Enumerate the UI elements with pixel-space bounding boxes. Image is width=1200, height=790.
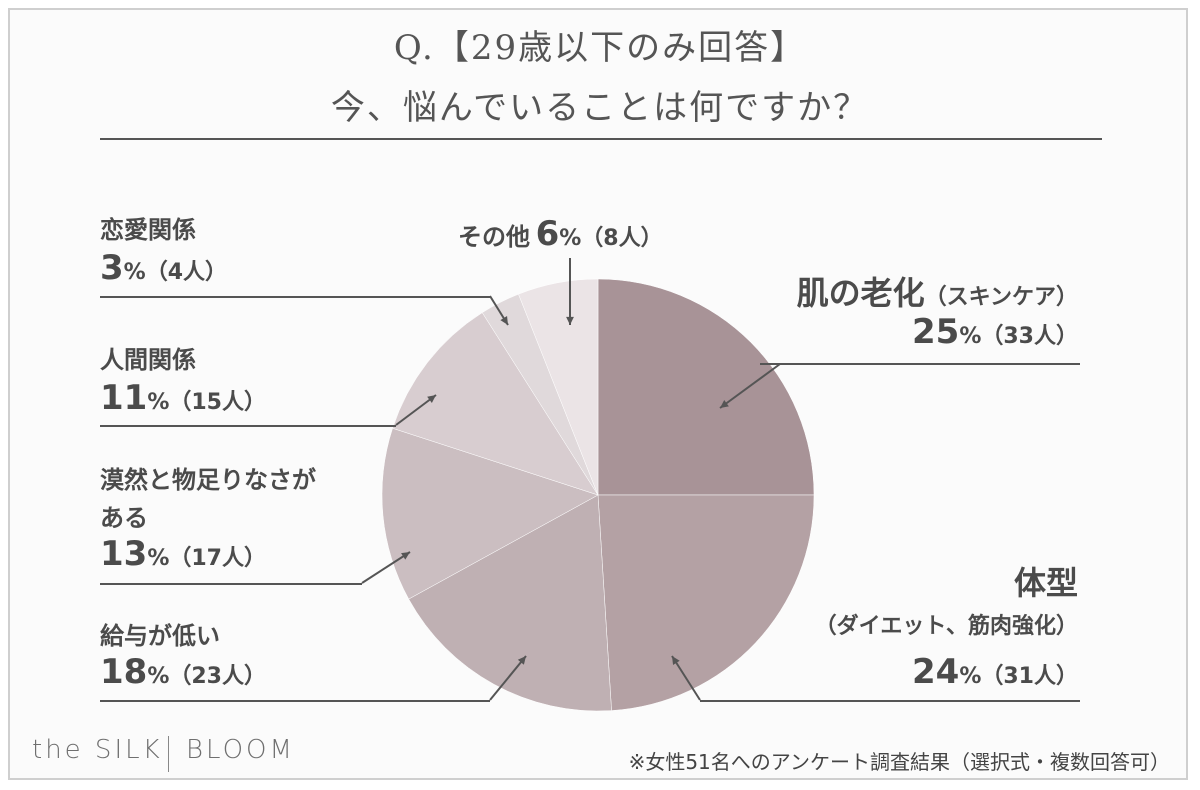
leader-body [671,655,701,701]
rule-body [700,700,1080,702]
count-salary: （23人） [169,664,266,689]
label-skin-name: 肌の老化 [796,274,925,312]
label-love-name: 恋愛関係 [100,216,196,244]
leader-human [395,394,437,426]
count-other: （8人） [581,226,663,251]
brand-logo-bloom: BLOOM [186,735,295,765]
pie-slice-1 [597,494,815,711]
chart-title-line2: 今、悩んでいることは何ですか？ [330,88,870,128]
rule-human [100,425,396,427]
count-human: （15人） [169,390,266,415]
label-vague-2: ある [100,498,148,533]
pct-human: 11 [100,378,148,418]
rule-salary [100,700,490,702]
leader-skin-arrowhead [720,400,729,408]
leader-body-arrowhead [672,656,680,665]
rule-vague [100,583,362,585]
pie-slice-3 [381,427,599,600]
value-vague: 13%（17人） [100,534,266,574]
count-love: （4人） [145,260,228,285]
pie-slice-6 [518,278,599,496]
pie-slice-2 [408,494,612,712]
leader-love-arrowhead [500,316,508,325]
label-love: 恋愛関係 [100,210,196,245]
count-body: （31人） [981,664,1078,689]
label-body-sub-wrap: （ダイエット、筋肉強化） [815,608,1078,640]
label-salary-name: 給与が低い [100,622,220,650]
unit-skin: % [959,324,982,349]
leader-salary [489,655,527,701]
label-salary: 給与が低い [100,616,220,651]
leader-vague-arrowhead [401,552,410,560]
rule-love [100,296,490,298]
value-salary: 18%（23人） [100,652,266,692]
brand-divider [168,736,169,772]
unit-other: % [559,226,582,251]
pct-vague: 13 [100,534,148,574]
label-other: その他 6%（8人） [458,214,663,254]
value-body-shape: 24%（31人） [912,652,1078,692]
unit-salary: % [147,664,170,689]
leader-salary-arrowhead [517,656,526,665]
pct-skin: 25 [912,312,960,352]
label-body-shape: 体型 [1014,558,1078,604]
rule-skin [760,363,1080,365]
pie-slice-4 [392,312,599,496]
count-vague: （17人） [169,546,266,571]
pct-love: 3 [100,248,124,288]
label-body-name: 体型 [1013,564,1078,602]
label-skin-sub: （スキンケア） [924,285,1078,310]
unit-human: % [147,390,170,415]
pct-body: 24 [912,652,960,692]
label-human-name: 人間関係 [100,346,196,374]
brand-logo-the-silk: the SILK [32,735,163,765]
unit-body: % [959,664,982,689]
label-other-name: その他 [458,223,530,251]
pie-slice-0 [597,278,815,496]
count-skin: （33人） [981,324,1078,349]
survey-note: ※女性51名へのアンケート調査結果（選択式・複数回答可） [628,750,1170,774]
pct-salary: 18 [100,652,148,692]
value-skin-aging: 25%（33人） [912,312,1078,352]
label-vague-name2: ある [100,504,148,532]
leader-human-arrowhead [427,395,436,403]
unit-love: % [123,260,146,285]
leader-other-arrowhead [566,316,574,325]
pct-other: 6 [535,214,560,254]
label-vague-name1: 漠然と物足りなさが [100,466,316,494]
label-skin-aging: 肌の老化（スキンケア） [797,268,1078,314]
label-human: 人間関係 [100,340,196,375]
value-love: 3%（4人） [100,248,227,288]
value-human: 11%（15人） [100,378,266,418]
label-vague-1: 漠然と物足りなさが [100,460,316,495]
title-divider [100,138,1102,140]
leader-vague [361,551,411,584]
chart-title-line1: Q.【29歳以下のみ回答】 [393,28,807,68]
label-body-sub: （ダイエット、筋肉強化） [814,614,1078,639]
unit-vague: % [147,546,170,571]
leader-skin [719,363,781,409]
